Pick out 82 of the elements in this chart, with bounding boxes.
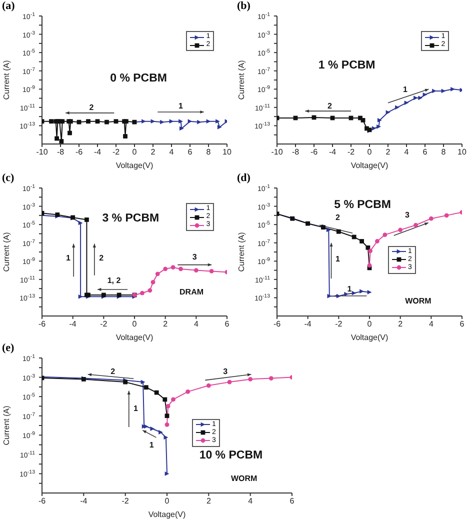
x-tick-label: -6 — [38, 320, 46, 329]
annotation: 3 % PCBM — [102, 212, 160, 224]
x-tick-label: -2 — [100, 320, 108, 329]
annotation: 3 — [223, 366, 228, 376]
annotation: 0 % PCBM — [110, 72, 168, 84]
annotation: 1 — [347, 284, 352, 294]
annotation: 1 — [149, 440, 154, 450]
x-tick-label: 2 — [398, 320, 404, 329]
x-tick-label: -2 — [122, 496, 130, 506]
x-tick-label: -4 — [94, 148, 102, 157]
x-tick-label: 4 — [169, 148, 174, 157]
x-tick-label: 2 — [386, 148, 391, 157]
x-tick-label: -6 — [310, 148, 318, 157]
x-tick-label: 2 — [163, 320, 168, 329]
x-tick-label: 6 — [422, 148, 428, 157]
annotation: 1, 2 — [107, 276, 122, 286]
annotation: 2 — [336, 213, 341, 222]
x-tick-label: 0 — [367, 148, 372, 157]
x-tick-label: 4 — [404, 148, 410, 157]
x-tick-label: 2 — [206, 496, 212, 506]
annotation: 1 — [66, 253, 71, 262]
x-axis-title: Voltage(V) — [116, 161, 154, 170]
x-tick-label: 0 — [132, 320, 138, 329]
chart-title: (c) — [2, 172, 14, 184]
y-axis-title: Current (A) — [237, 60, 246, 100]
annotation: 10 % PCBM — [199, 449, 263, 462]
annotation: 2 — [89, 103, 94, 112]
y-axis-title: Current (A) — [2, 405, 11, 446]
annotation: DRAM — [180, 288, 204, 297]
x-tick-label: -2 — [347, 148, 356, 157]
annotation: 1 — [178, 101, 184, 110]
x-tick-label: -4 — [304, 320, 312, 329]
chart-title: (b) — [237, 0, 250, 12]
x-tick-label: 6 — [188, 148, 193, 157]
x-tick-label: 8 — [441, 148, 446, 157]
x-tick-label: -2 — [335, 320, 343, 329]
x-tick-label: 4 — [248, 496, 254, 506]
annotation: 2 — [110, 366, 116, 376]
x-tick-label: -8 — [292, 148, 300, 157]
x-axis-title: Voltage(V) — [350, 333, 389, 342]
x-tick-label: 2 — [150, 148, 156, 157]
annotation: 2 — [328, 101, 332, 110]
x-tick-label: 0 — [367, 320, 372, 329]
chart-title: (e) — [2, 342, 14, 354]
annotation: 2 — [99, 253, 104, 262]
annotation: 3 — [192, 252, 198, 262]
x-tick-label: -6 — [75, 148, 84, 157]
x-tick-label: 10 — [458, 148, 467, 157]
annotation: WORM — [405, 296, 432, 306]
x-tick-label: -8 — [56, 148, 65, 157]
x-tick-label: 4 — [194, 320, 199, 329]
annotation: 1 % PCBM — [318, 59, 376, 72]
x-axis-title: Voltage(V) — [350, 161, 389, 170]
x-tick-label: 0 — [164, 496, 170, 506]
x-tick-label: 10 — [222, 148, 232, 157]
x-tick-label: 6 — [224, 320, 230, 329]
annotation: WORM — [230, 474, 258, 484]
annotation: 1 — [336, 254, 341, 264]
x-tick-label: 6 — [460, 320, 465, 329]
y-axis-title: Current (A) — [2, 60, 11, 100]
x-tick-label: -4 — [69, 320, 77, 329]
x-tick-label: -2 — [112, 148, 120, 157]
y-axis-title: Current (A) — [2, 232, 11, 272]
annotation: 1 — [402, 84, 408, 94]
annotation: 5 % PCBM — [334, 199, 391, 212]
x-tick-label: -6 — [273, 320, 282, 329]
x-tick-label: -4 — [328, 148, 337, 157]
chart-title: (a) — [2, 0, 15, 12]
annotation: 1 — [134, 404, 139, 413]
x-tick-label: 6 — [290, 496, 295, 506]
y-axis-title: Current (A) — [237, 232, 246, 272]
x-tick-label: 4 — [428, 320, 434, 329]
x-tick-label: -10 — [36, 148, 48, 157]
x-tick-label: -6 — [38, 496, 46, 506]
x-tick-label: 0 — [132, 148, 138, 157]
chart-title: (d) — [237, 172, 250, 184]
x-tick-label: -10 — [271, 148, 284, 157]
x-axis-title: Voltage(V) — [116, 333, 154, 342]
annotation: 3 — [405, 210, 410, 220]
x-axis-title: Voltage(V) — [148, 510, 186, 519]
x-tick-label: 8 — [206, 148, 212, 157]
x-tick-label: -4 — [80, 496, 88, 506]
